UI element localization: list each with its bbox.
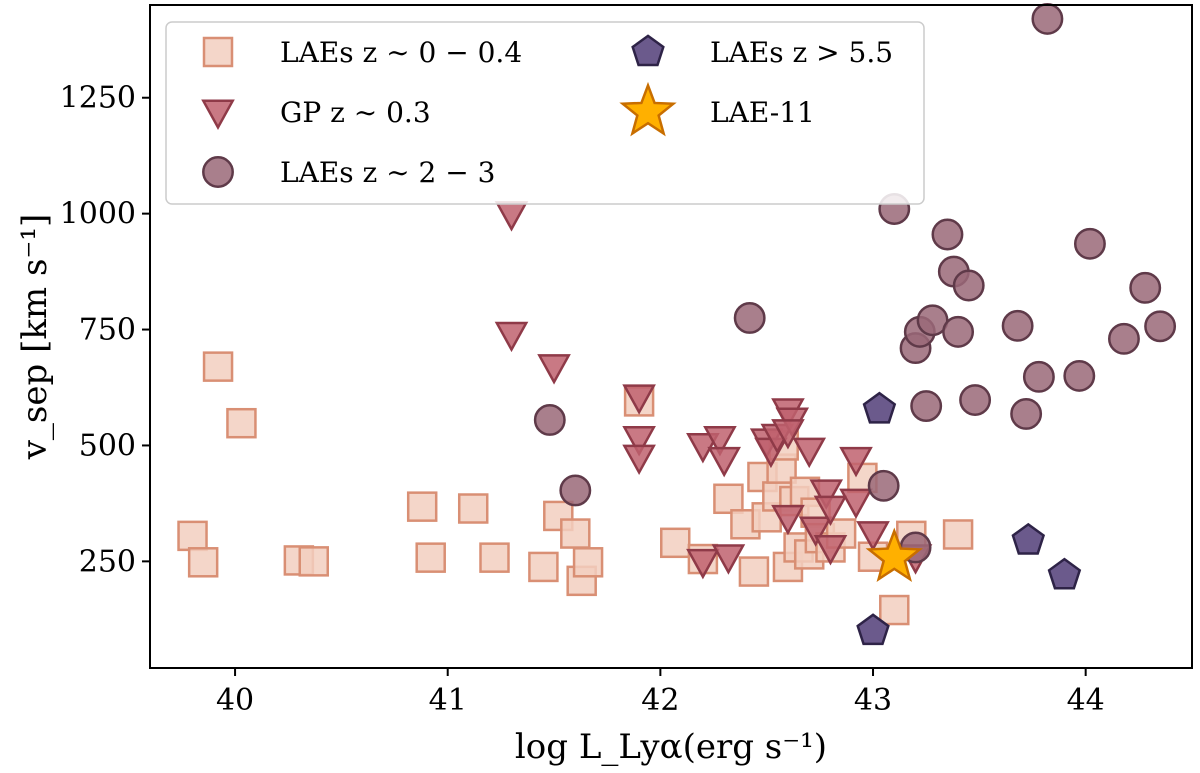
data-point <box>952 269 985 302</box>
data-point <box>856 521 890 552</box>
data-point <box>771 419 805 450</box>
data-point <box>1001 309 1034 342</box>
data-point <box>738 556 770 587</box>
data-point <box>572 547 604 578</box>
data-point <box>865 527 923 583</box>
data-point <box>813 535 848 566</box>
data-point <box>559 474 592 507</box>
series-gp-z-0-3 <box>494 201 933 580</box>
data-point <box>1073 227 1106 260</box>
data-point <box>415 542 446 573</box>
data-point <box>813 495 848 527</box>
data-point <box>839 488 873 520</box>
data-point <box>707 446 741 478</box>
data-point <box>711 544 746 575</box>
data-point <box>622 444 656 476</box>
legend-label: LAEs z ∼ 0 − 0.4 <box>280 36 522 69</box>
legend-box <box>165 21 925 205</box>
y-tick-label: 750 <box>79 313 136 348</box>
data-point <box>931 218 964 251</box>
axis-ticks: 40 41 42 43 44 250 500 750 1000 1250 <box>60 81 1105 718</box>
plot-frame <box>149 4 1193 669</box>
legend-marker <box>202 156 234 188</box>
data-point <box>703 426 737 457</box>
data-point <box>177 520 208 552</box>
legend-entry: LAEs z > 5.5 <box>631 34 893 69</box>
legend-label: LAEs z ∼ 2 − 3 <box>280 156 495 189</box>
data-point <box>798 516 833 547</box>
data-point <box>622 426 656 457</box>
data-point <box>528 551 559 583</box>
x-tick-label: 41 <box>429 683 467 718</box>
data-point <box>494 201 529 232</box>
data-point <box>1047 557 1082 590</box>
legend-marker <box>201 99 235 130</box>
data-point <box>771 504 805 536</box>
y-tick-label: 1000 <box>60 197 136 232</box>
data-point <box>622 384 656 415</box>
data-point <box>879 594 910 626</box>
legend-marker <box>619 81 677 137</box>
data-point <box>1010 397 1043 430</box>
data-point <box>959 384 992 416</box>
data-point <box>1011 522 1046 555</box>
data-point <box>226 407 257 439</box>
x-axis-label: log L_Lyα(erg s⁻¹) <box>515 727 827 767</box>
data-point <box>1031 2 1064 35</box>
data-point <box>1063 359 1096 392</box>
data-points-layer <box>177 2 1177 646</box>
data-point <box>1108 322 1140 355</box>
y-tick-label: 250 <box>79 544 136 579</box>
legend-label: LAEs z > 5.5 <box>710 36 893 69</box>
data-point <box>187 547 219 578</box>
legend-label: GP z ∼ 0.3 <box>280 96 431 129</box>
data-point <box>660 527 691 559</box>
x-tick-label: 42 <box>641 683 679 718</box>
legend-entry: LAE-11 <box>619 81 815 137</box>
data-point <box>202 351 234 382</box>
data-point <box>713 483 744 515</box>
legend-entry: LAEs z ∼ 2 − 3 <box>202 156 495 189</box>
data-point <box>406 491 438 522</box>
series-lae-11 <box>865 527 923 583</box>
data-point <box>910 390 943 422</box>
x-tick-label: 44 <box>1067 683 1105 718</box>
series-laes-z-2-3 <box>533 2 1177 564</box>
data-point <box>533 404 566 436</box>
data-point <box>1129 271 1162 304</box>
data-point <box>856 613 890 646</box>
y-tick-label: 1250 <box>60 81 136 116</box>
data-point <box>298 546 329 577</box>
data-point <box>686 548 720 580</box>
data-point <box>867 469 900 502</box>
legend-entry: LAEs z ∼ 0 − 0.4 <box>202 36 522 69</box>
y-tick-label: 500 <box>79 428 136 463</box>
data-point <box>792 437 827 469</box>
data-point <box>733 302 766 334</box>
legend-marker <box>202 36 234 68</box>
legend: LAEs z ∼ 0 − 0.4 GP z ∼ 0.3 LAEs z ∼ 2 − 3… <box>165 21 925 205</box>
data-point <box>494 321 529 353</box>
data-point <box>560 518 591 549</box>
x-tick-label: 43 <box>854 683 892 718</box>
data-point <box>1144 310 1177 343</box>
legend-label: LAE-11 <box>710 96 815 129</box>
data-point <box>1022 360 1055 393</box>
x-tick-label: 40 <box>216 683 254 718</box>
legend-marker <box>631 34 665 67</box>
data-point <box>942 519 974 550</box>
data-point <box>537 354 571 385</box>
data-point <box>457 493 489 524</box>
data-point <box>479 542 510 573</box>
data-point <box>862 391 897 424</box>
data-point <box>942 315 975 348</box>
data-point <box>809 479 844 510</box>
data-point <box>839 446 873 478</box>
series-laes-z-5-5 <box>856 391 1082 646</box>
legend-entry: GP z ∼ 0.3 <box>201 96 431 130</box>
y-axis-label: v_sep [km s⁻¹] <box>15 214 55 461</box>
